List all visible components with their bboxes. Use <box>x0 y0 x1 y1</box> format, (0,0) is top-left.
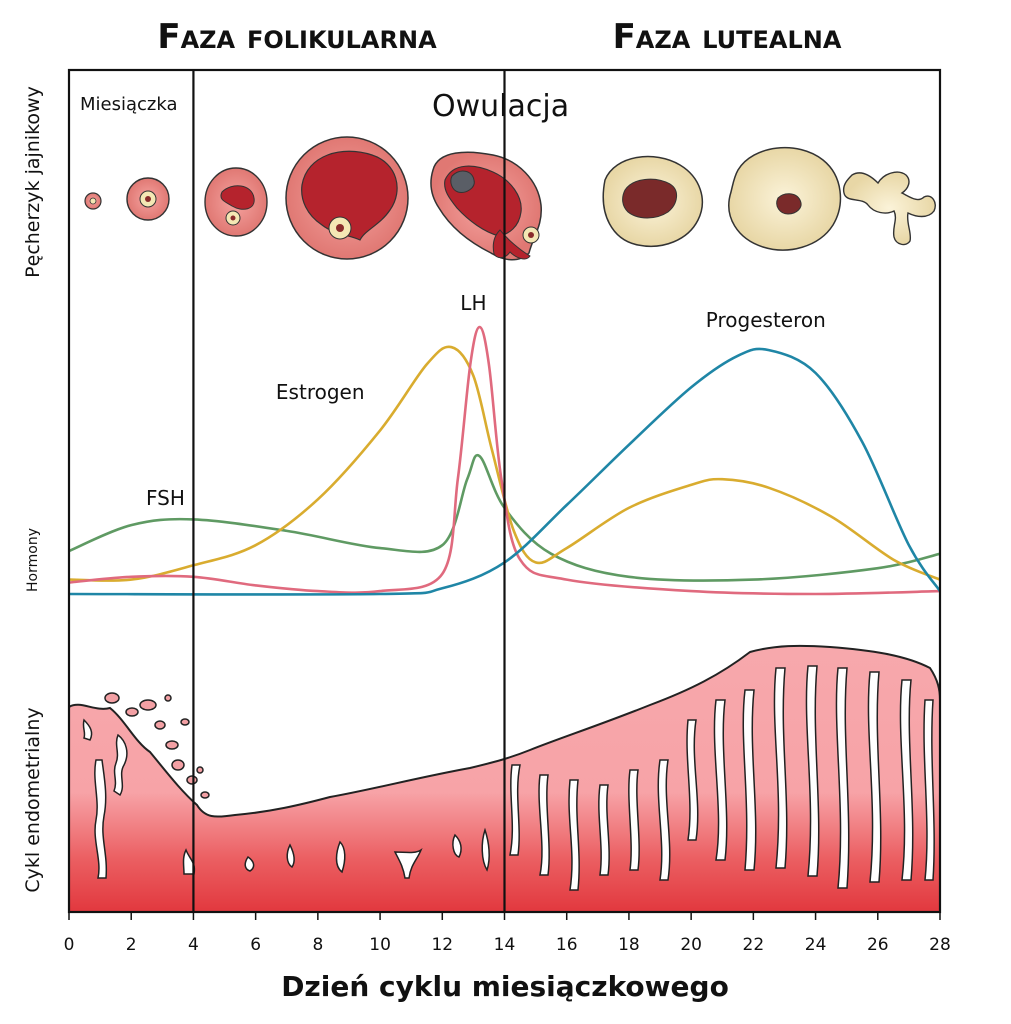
x-tick-label-4: 4 <box>188 935 199 955</box>
x-tick-label-2: 2 <box>126 935 137 955</box>
side-label-endometrial: Cykl endometrialny <box>22 707 44 892</box>
series-line-lh <box>69 325 940 596</box>
series-label-lh: LH <box>460 291 486 315</box>
hormone-labels: FSH Estrogen LH Progesteron <box>146 291 826 510</box>
shedding-fragments <box>104 692 210 799</box>
x-tick-label-22: 22 <box>743 935 765 955</box>
x-tick-label-16: 16 <box>556 935 578 955</box>
x-tick-label-0: 0 <box>64 935 75 955</box>
series-label-fsh: FSH <box>146 486 185 510</box>
series-line-estrogen <box>69 345 940 582</box>
x-tick-label-26: 26 <box>867 935 889 955</box>
follicle-antral <box>285 136 409 260</box>
follicle-secondary <box>204 167 268 237</box>
follicle-primary <box>126 177 170 221</box>
x-tick-label-12: 12 <box>431 935 453 955</box>
x-tick-label-14: 14 <box>494 935 516 955</box>
corpus-luteum-early <box>602 155 703 247</box>
follicle-illustrations <box>84 136 936 261</box>
menstruation-label: Miesiączka <box>80 94 178 115</box>
ovulation-label: Owulacja <box>432 89 569 124</box>
series-line-progesteron <box>69 347 940 596</box>
corpus-albicans <box>842 171 936 246</box>
endometrial-glands <box>82 665 935 891</box>
corpus-luteum-mature <box>728 147 842 251</box>
x-tick-label-28: 28 <box>929 935 951 955</box>
x-axis-label: Dzień cyklu miesiączkowego <box>281 970 729 1003</box>
x-tick-label-10: 10 <box>369 935 391 955</box>
hormone-curves <box>69 325 940 596</box>
phase-title-luteal: Faza lutealna <box>613 17 842 57</box>
x-tick-label-8: 8 <box>312 935 323 955</box>
series-label-progesteron: Progesteron <box>706 308 826 332</box>
x-tick-label-20: 20 <box>680 935 702 955</box>
phase-title-follicular: Faza folikularna <box>157 17 437 57</box>
side-label-hormones: Hormony <box>25 528 41 592</box>
series-line-fsh <box>69 453 940 582</box>
x-tick-label-6: 6 <box>250 935 261 955</box>
x-tick-label-18: 18 <box>618 935 640 955</box>
x-axis: 0 2 4 6 8 10 12 14 16 18 20 22 24 26 28 <box>64 912 951 955</box>
follicle-primordial <box>84 192 102 210</box>
x-tick-label-24: 24 <box>805 935 827 955</box>
phase-boundary-lines <box>192 70 506 912</box>
follicle-rupturing <box>430 151 542 261</box>
series-label-estrogen: Estrogen <box>276 380 365 404</box>
side-label-follicle: Pęcherzyk jajnikowy <box>22 86 44 278</box>
